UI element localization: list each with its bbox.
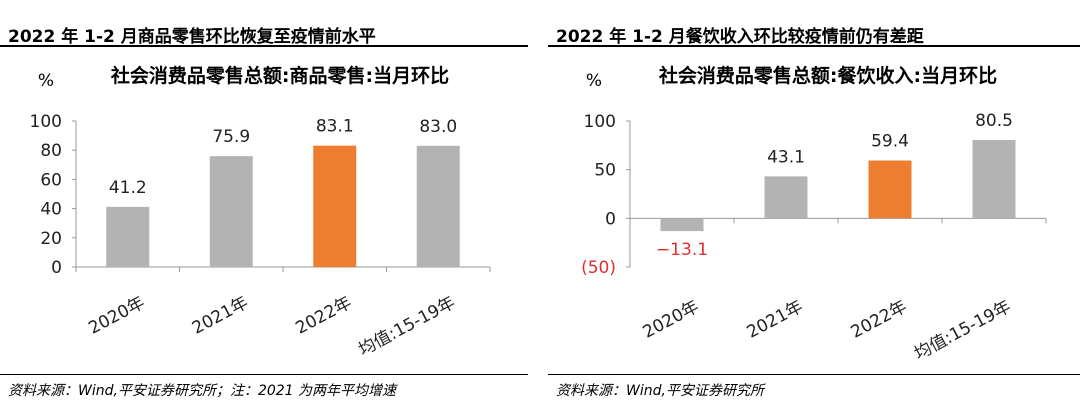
bar (209, 156, 253, 267)
data-label: 75.9 (212, 127, 250, 147)
data-label: 83.1 (316, 117, 354, 137)
y-tick-label: 100 (584, 112, 616, 132)
bar (868, 160, 912, 219)
data-label: 83.0 (419, 117, 457, 137)
y-axis-unit: % (586, 71, 602, 91)
data-label: −13.1 (656, 240, 708, 260)
data-label: 59.4 (871, 132, 909, 152)
source-note: 资料来源：Wind,平安证券研究所 (556, 383, 764, 399)
x-category-label: 2020年 (640, 297, 703, 343)
bar (764, 176, 808, 219)
panel-title: 2022 年 1-2 月商品零售环比恢复至疫情前水平 (8, 27, 376, 47)
x-category-label: 均值:15-19年 (355, 293, 458, 360)
divider (548, 374, 1080, 375)
bar (972, 139, 1016, 219)
y-tick-label: 60 (40, 170, 62, 190)
x-category-label: 2021年 (744, 297, 807, 343)
panel-title: 2022 年 1-2 月餐饮收入环比较疫情前仍有差距 (556, 27, 924, 47)
y-tick-label: 40 (40, 200, 62, 220)
x-category-label: 2020年 (85, 293, 148, 339)
x-category-label: 均值:15-19年 (911, 297, 1014, 364)
x-category-label: 2021年 (189, 293, 252, 339)
chart-catering: 社会消费品零售总额:餐饮收入:当月环比% (50) 0 50 100 −13.1 2020年… (581, 64, 1047, 364)
chart-retail-goods: 社会消费品零售总额:商品零售:当月环比% 0 20 40 60 80 100 41.2 2020… (30, 64, 491, 360)
y-tick-label: 0 (605, 209, 616, 229)
bar (416, 145, 460, 267)
y-tick-label: 0 (51, 258, 62, 278)
x-category-label: 2022年 (292, 293, 355, 339)
y-tick-label: 20 (40, 229, 62, 249)
bar (660, 218, 704, 232)
left-panel: 2022 年 1-2 月商品零售环比恢复至疫情前水平 社会消费品零售总额:商品零… (0, 0, 528, 411)
x-category-label: 2022年 (848, 297, 911, 343)
y-tick-label: 100 (30, 112, 62, 132)
source-note: 资料来源：Wind,平安证券研究所；注：2021 为两年平均增速 (8, 383, 397, 399)
y-tick-label: 50 (594, 161, 616, 181)
bar (313, 145, 357, 267)
right-panel: 2022 年 1-2 月餐饮收入环比较疫情前仍有差距 社会消费品零售总额:餐饮收… (548, 0, 1080, 411)
divider (548, 45, 1080, 47)
divider (0, 45, 528, 47)
chart-title: 社会消费品零售总额:商品零售:当月环比 (110, 64, 449, 87)
y-tick-label: (50) (581, 258, 616, 278)
data-label: 43.1 (767, 147, 805, 167)
chart-title: 社会消费品零售总额:餐饮收入:当月环比 (658, 64, 997, 87)
y-tick-label: 80 (40, 141, 62, 161)
data-label: 80.5 (975, 111, 1013, 131)
y-axis-unit: % (38, 71, 54, 91)
data-label: 41.2 (109, 178, 147, 198)
divider (0, 374, 528, 375)
bar (106, 206, 150, 267)
